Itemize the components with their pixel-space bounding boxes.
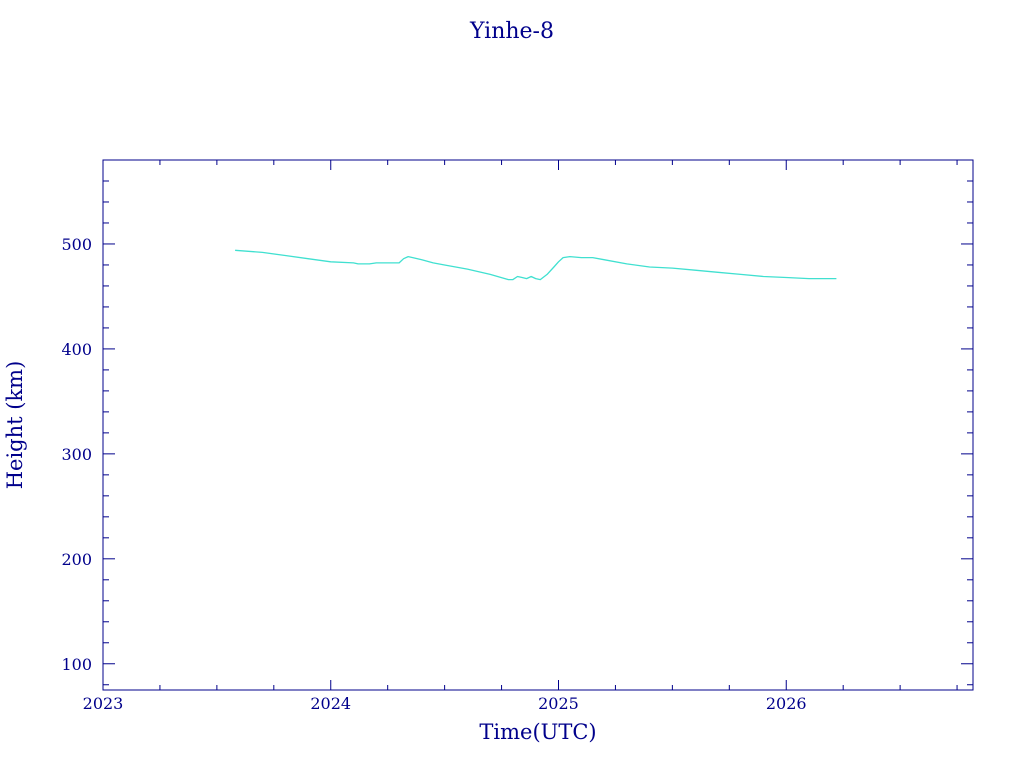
y-tick-label: 100 bbox=[61, 655, 92, 674]
x-ticks: 2023 2024 2025 2026 bbox=[83, 160, 958, 713]
x-tick-label: 2026 bbox=[766, 694, 807, 713]
x-tick-label: 2023 bbox=[83, 694, 124, 713]
y-tick-label: 300 bbox=[61, 445, 92, 464]
y-ticks: 100 200 300 400 500 bbox=[61, 159, 973, 686]
data-series bbox=[235, 249, 837, 281]
chart-title: Yinhe-8 bbox=[469, 19, 554, 44]
x-axis-label: Time(UTC) bbox=[479, 720, 596, 744]
x-tick-label: 2024 bbox=[310, 694, 351, 713]
y-axis-label: Height (km) bbox=[3, 361, 27, 490]
x-tick-label: 2025 bbox=[538, 694, 579, 713]
y-tick-label: 200 bbox=[61, 550, 92, 569]
y-tick-label: 400 bbox=[61, 340, 92, 359]
plot-frame bbox=[102, 159, 974, 691]
y-tick-label: 500 bbox=[61, 235, 92, 254]
height-series-line bbox=[235, 249, 837, 281]
